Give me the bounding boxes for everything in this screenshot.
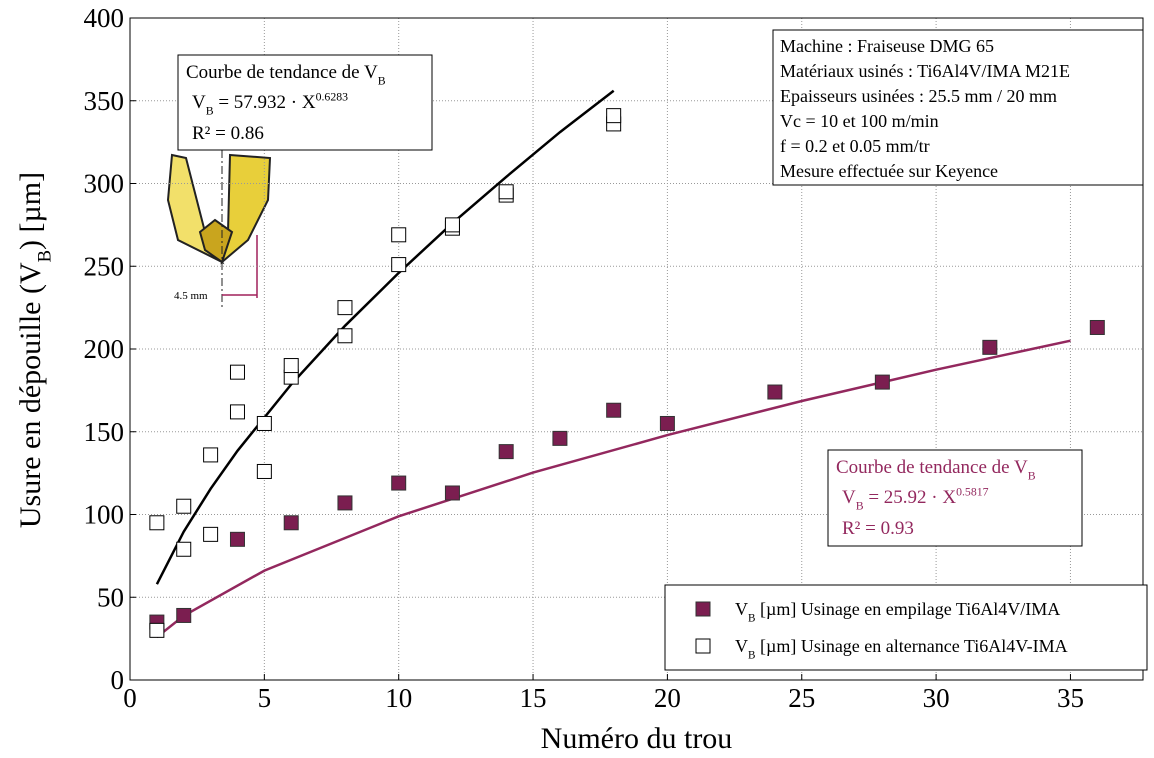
trend-equation: VB = 57.932 · X0.6283: [192, 90, 348, 117]
trend-title: Courbe de tendance de VB: [186, 62, 386, 88]
data-point: [498, 444, 514, 460]
data-point: [391, 257, 407, 273]
data-point: [256, 415, 272, 431]
y-axis-label: Usure en dépouille (VB) [µm]: [14, 172, 56, 528]
data-point: [767, 384, 783, 400]
trend-equation-part: = 25.92 · X: [864, 487, 957, 508]
data-point: [283, 358, 299, 374]
info-line: Vc = 10 et 100 m/min: [780, 111, 939, 131]
data-point: [256, 463, 272, 479]
y-tick-label: 150: [84, 417, 125, 447]
y-tick-label: 0: [111, 665, 125, 695]
trend-label-box: [177, 54, 433, 151]
trend-label-box: [827, 449, 1083, 547]
data-point: [444, 485, 460, 501]
legend-box: [664, 584, 1148, 671]
legend-entry: VB [µm] Usinage en empilage Ti6Al4V/IMA: [735, 599, 1060, 624]
y-tick-label: 100: [84, 500, 125, 530]
legend-entry: VB [µm] Usinage en alternance Ti6Al4V-IM…: [735, 636, 1068, 661]
trend-r2: R² = 0.93: [842, 518, 914, 539]
data-point: [1089, 319, 1105, 335]
data-point: [874, 374, 890, 390]
info-line: Epaisseurs usinées : 25.5 mm / 20 mm: [780, 86, 1057, 106]
info-line: f = 0.2 et 0.05 mm/tr: [780, 136, 930, 156]
data-point: [203, 447, 219, 463]
data-point: [606, 108, 622, 124]
data-point: [283, 515, 299, 531]
trend-equation-part: = 57.932 · X: [214, 92, 316, 113]
data-point: [176, 498, 192, 514]
trend-r2: R² = 0.86: [192, 123, 264, 144]
x-tick-label: 10: [385, 683, 412, 713]
data-point: [444, 217, 460, 233]
y-tick-label: 300: [84, 169, 125, 199]
trend-title-part: B: [378, 75, 386, 88]
data-point: [659, 415, 675, 431]
data-point: [391, 227, 407, 243]
y-axis-label-part: B: [35, 250, 56, 262]
data-point: [337, 328, 353, 344]
trend-equation-part: B: [856, 500, 864, 513]
trend-title-part: B: [1028, 470, 1036, 483]
trend-title-part: Courbe de tendance de V: [186, 62, 378, 83]
data-point: [606, 402, 622, 418]
info-line: Mesure effectuée sur Keyence: [780, 161, 998, 181]
trend-equation-part: V: [842, 487, 856, 508]
y-tick-label: 250: [84, 251, 125, 281]
legend-entry-part: B: [748, 649, 755, 661]
x-tick-label: 5: [258, 683, 272, 713]
trend-line: [156, 339, 1071, 639]
x-tick-label: 15: [520, 683, 547, 713]
x-tick-label: 20: [654, 683, 681, 713]
info-line: Matériaux usinés : Ti6Al4V/IMA M21E: [780, 61, 1070, 81]
data-point: [176, 541, 192, 557]
data-point: [498, 184, 514, 200]
legend-entry-part: [µm] Usinage en empilage Ti6Al4V/IMA: [755, 599, 1060, 619]
legend-entry-part: [µm] Usinage en alternance Ti6Al4V-IMA: [755, 636, 1067, 656]
data-point: [337, 300, 353, 316]
trend-equation-part: V: [192, 92, 206, 113]
info-box: [772, 29, 1144, 186]
data-point: [982, 339, 998, 355]
legend-entry-part: V: [735, 599, 748, 619]
x-tick-label: 30: [923, 683, 950, 713]
data-point: [391, 475, 407, 491]
x-axis-label: Numéro du trou: [541, 722, 733, 755]
trend-equation-part: 0.5817: [956, 485, 988, 498]
info-line: Machine : Fraiseuse DMG 65: [780, 36, 994, 56]
plot-frame: [129, 17, 1144, 681]
x-tick-label: 0: [123, 683, 137, 713]
trend-equation-part: 0.6283: [316, 90, 348, 103]
y-tick-label: 400: [84, 3, 125, 33]
trend-line: [155, 89, 615, 585]
x-tick-label: 35: [1057, 683, 1084, 713]
data-point: [229, 404, 245, 420]
legend-marker: [695, 638, 711, 654]
data-point: [552, 430, 568, 446]
data-point: [229, 531, 245, 547]
y-tick-label: 350: [84, 86, 125, 116]
data-point: [337, 495, 353, 511]
x-tick-label: 25: [788, 683, 815, 713]
trend-title-part: Courbe de tendance de V: [836, 457, 1028, 478]
trend-equation-part: B: [206, 105, 214, 118]
data-point: [176, 607, 192, 623]
drill-label: 4.5 mm: [174, 290, 208, 302]
y-tick-label: 50: [97, 582, 124, 612]
legend-entry-part: V: [735, 636, 748, 656]
data-point: [203, 526, 219, 542]
y-axis-label-part: ) [µm]: [14, 172, 47, 250]
data-point: [149, 622, 165, 638]
data-point: [229, 364, 245, 380]
data-point: [149, 515, 165, 531]
legend-entry-part: B: [748, 612, 755, 624]
legend-marker: [695, 601, 711, 617]
trend-title: Courbe de tendance de VB: [836, 457, 1036, 483]
y-tick-label: 200: [84, 334, 125, 364]
y-axis-label-part: Usure en dépouille (V: [14, 262, 47, 528]
trend-equation: VB = 25.92 · X0.5817: [842, 485, 989, 512]
drill-illustration: [166, 150, 272, 310]
